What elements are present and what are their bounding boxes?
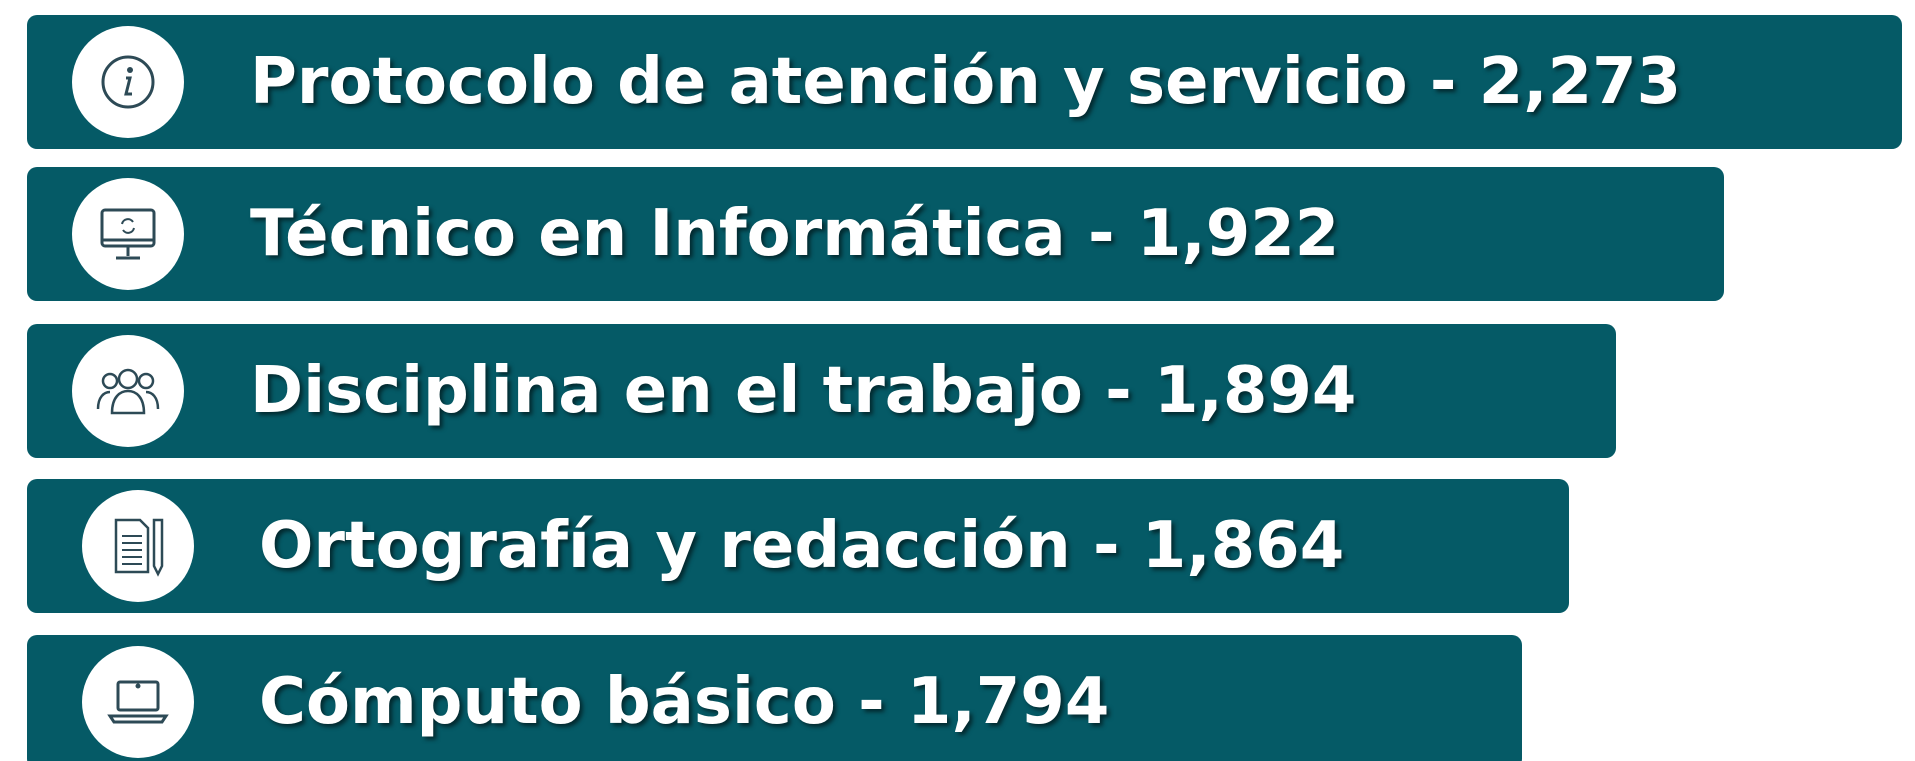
- laptop-icon: [82, 646, 194, 758]
- bar: Cómputo básico - 1,794: [27, 635, 1522, 761]
- bar: Técnico en Informática - 1,922: [27, 167, 1724, 301]
- item-label: Técnico en Informática - 1,922: [250, 197, 1340, 271]
- bar: Disciplina en el trabajo - 1,894: [27, 324, 1616, 458]
- bar: Protocolo de atención y servicio - 2,273: [27, 15, 1902, 149]
- item-label: Disciplina en el trabajo - 1,894: [250, 354, 1357, 428]
- people-icon: [72, 335, 184, 447]
- monitor-icon: [72, 178, 184, 290]
- document-icon: [82, 490, 194, 602]
- item-label: Cómputo básico - 1,794: [259, 665, 1110, 739]
- bar: Ortografía y redacción - 1,864: [27, 479, 1569, 613]
- info-icon: [72, 26, 184, 138]
- item-label: Protocolo de atención y servicio - 2,273: [250, 45, 1682, 119]
- item-label: Ortografía y redacción - 1,864: [259, 509, 1345, 583]
